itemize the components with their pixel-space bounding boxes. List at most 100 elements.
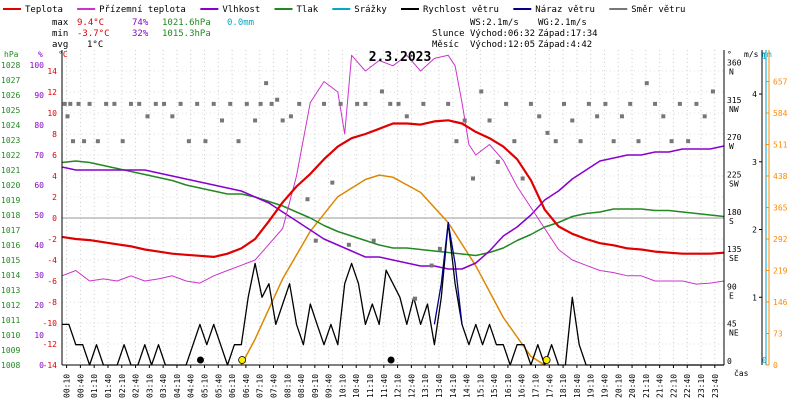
wind-direction-point <box>462 118 467 123</box>
x-tick-label: 00:10 <box>63 374 72 398</box>
wind-direction-point <box>269 101 274 106</box>
x-tick-label: 17:10 <box>532 374 541 398</box>
solar-tick-label: 365 <box>773 204 788 213</box>
humidity-tick-label: 90 <box>34 91 44 100</box>
wind-direction-point <box>228 101 233 106</box>
wind-direction-point <box>611 139 616 144</box>
direction-tick-label: 315 <box>727 96 742 105</box>
solar-tick-label: 0 <box>773 361 778 370</box>
wind-direction-point <box>413 296 418 301</box>
wind-direction-point <box>429 263 434 268</box>
wind-direction-point <box>195 101 200 106</box>
x-tick-label: 03:40 <box>159 374 168 398</box>
temp-tick-label: 2 <box>52 193 57 202</box>
temp-tick-label: -14 <box>43 361 58 370</box>
legend-label: Teplota <box>25 5 63 15</box>
humidity-tick-label: 30 <box>34 271 44 280</box>
stats-min-temp: -3.7°C <box>77 29 110 39</box>
series-line-tlak <box>61 160 725 257</box>
direction-cardinal-label: SE <box>729 254 739 263</box>
wind-direction-point <box>153 101 158 106</box>
temp-tick-label: 10 <box>47 109 57 118</box>
x-tick-label: 09:10 <box>311 374 320 398</box>
pressure-axis-label: hPa <box>4 50 19 59</box>
direction-axis-label: ° <box>727 50 732 59</box>
legend-label: Rychlost větru <box>423 5 499 15</box>
temp-tick-label: -4 <box>47 256 57 265</box>
solar-tick-label: 584 <box>773 109 788 118</box>
chart-title: 2.3.2023 <box>369 50 432 65</box>
wind-direction-point <box>297 101 302 106</box>
wind-direction-point <box>694 101 699 106</box>
x-tick-label: 23:40 <box>711 374 720 398</box>
temp-tick-label: 6 <box>52 151 57 160</box>
wind-direction-point <box>446 101 451 106</box>
x-tick-label: 20:10 <box>614 374 623 398</box>
temp-tick-label: 8 <box>52 130 57 139</box>
solar-tick-label: 657 <box>773 78 788 87</box>
solar-tick-label: 438 <box>773 172 788 181</box>
wind-direction-point <box>553 139 558 144</box>
x-tick-label: 12:10 <box>394 374 403 398</box>
x-tick-label: 02:10 <box>118 374 127 398</box>
x-tick-label: 08:40 <box>297 374 306 398</box>
x-tick-label: 00:40 <box>76 374 85 398</box>
pressure-tick-label: 1017 <box>1 226 20 235</box>
stats-rain: 0.0mm <box>227 18 254 28</box>
legend-label: Srážky <box>354 5 387 15</box>
wind-direction-point <box>186 139 191 144</box>
wind-direction-point <box>65 114 70 119</box>
solar-tick-label: 73 <box>773 330 783 339</box>
wind-sun-moon-block: WS:2.1m/s WG:2.1m/s Slunce Východ:06:32 … <box>432 18 598 50</box>
sunset-text: Západ:17:34 <box>538 29 598 39</box>
wind-direction-point <box>644 81 649 86</box>
series-layer <box>61 54 725 366</box>
stats-max-label: max <box>52 18 69 28</box>
direction-tick-label: 180 <box>727 208 742 217</box>
wind-direction-point <box>236 139 241 144</box>
wind-direction-point <box>355 101 360 106</box>
x-tick-label: 15:40 <box>490 374 499 398</box>
pressure-tick-label: 1028 <box>1 61 20 70</box>
temp-tick-label: 4 <box>52 172 57 181</box>
pressure-tick-label: 1020 <box>1 181 20 190</box>
stats-avg-label: avg <box>52 40 68 50</box>
pressure-tick-label: 1027 <box>1 76 20 85</box>
pressure-tick-label: 1024 <box>1 121 20 130</box>
axes-layer: 00:10 00:40 01:10 01:40 02:10 02:40 03:10 03:40… <box>1 50 788 398</box>
stats-avg-temp: 1°C <box>87 40 103 50</box>
wind-direction-point <box>71 139 76 144</box>
wind-speed-text: WS:2.1m/s <box>470 18 519 28</box>
pressure-tick-label: 1019 <box>1 196 20 205</box>
legend: Teplota Přízemní teplota Vlhkost Tlak Srážky… <box>3 5 685 15</box>
wind-direction-point <box>145 114 150 119</box>
legend-label: Přízemní teplota <box>99 5 186 15</box>
pressure-tick-label: 1021 <box>1 166 20 175</box>
wind-direction-point <box>219 118 224 123</box>
wind-direction-point <box>137 101 142 106</box>
legend-label: Náraz větru <box>535 5 595 15</box>
wind-direction-point <box>537 114 542 119</box>
stats-min-press: 1015.3hPa <box>162 29 211 39</box>
x-tick-label: 10:10 <box>338 374 347 398</box>
wind-direction-point <box>379 89 384 94</box>
series-line-vlhkost <box>61 145 725 270</box>
temp-tick-label: -2 <box>47 235 57 244</box>
x-tick-label: 13:10 <box>421 374 430 398</box>
wind-direction-point <box>578 139 583 144</box>
solar-tick-label: 511 <box>773 141 788 150</box>
wind-direction-point <box>244 101 249 106</box>
direction-cardinal-label: NE <box>729 329 739 338</box>
wind-direction-point <box>346 242 351 247</box>
moon-label: Měsíc <box>432 40 459 50</box>
wind-direction-point <box>211 101 216 106</box>
wind-direction-point <box>545 130 550 135</box>
wind-direction-point <box>87 101 92 106</box>
direction-cardinal-label: SW <box>729 179 739 188</box>
x-tick-label: 22:40 <box>683 374 692 398</box>
pressure-tick-label: 1026 <box>1 91 20 100</box>
direction-tick-label: 135 <box>727 245 742 254</box>
humidity-tick-label: 70 <box>34 151 44 160</box>
direction-tick-label: 0 <box>727 357 732 366</box>
pressure-tick-label: 1009 <box>1 346 20 355</box>
